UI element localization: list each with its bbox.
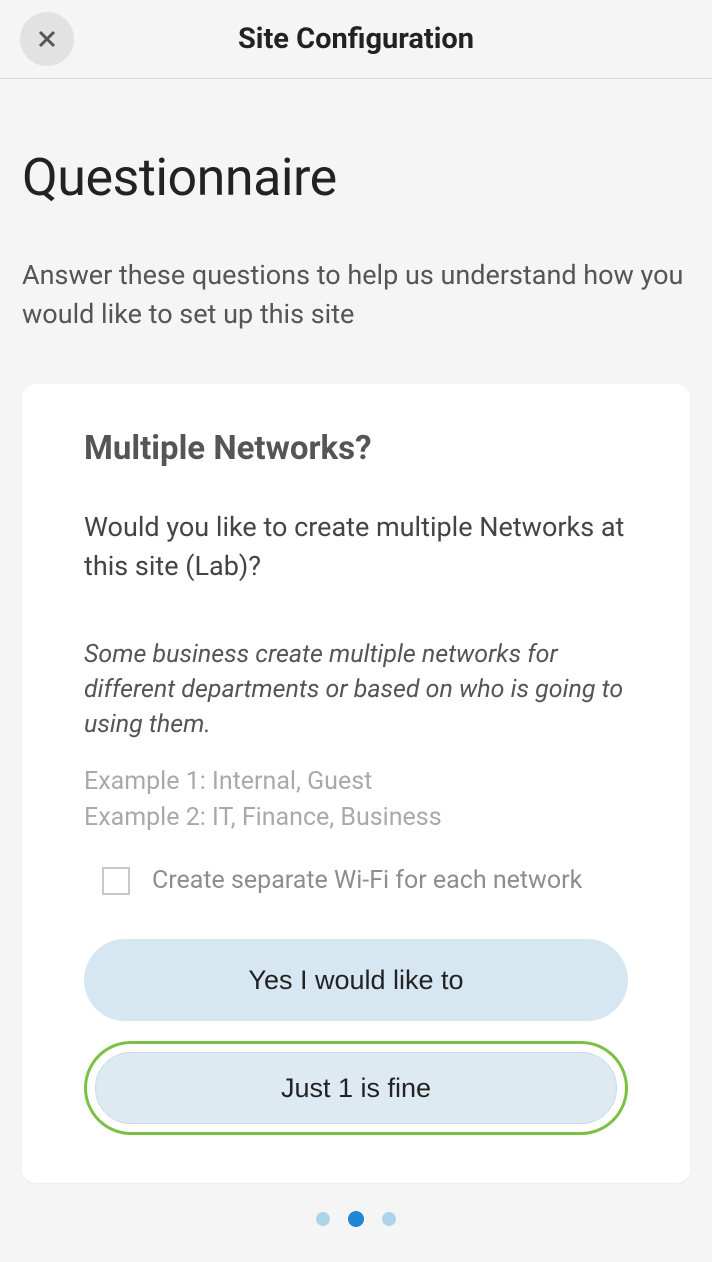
selected-highlight: Just 1 is fine	[84, 1041, 628, 1135]
content-area: Questionnaire Answer these questions to …	[0, 147, 712, 1227]
checkbox-row: Create separate Wi-Fi for each network	[84, 866, 628, 895]
header-title: Site Configuration	[238, 22, 474, 56]
card-hint: Some business create multiple networks f…	[84, 637, 628, 742]
modal-header: Site Configuration	[0, 0, 712, 79]
card-examples: Example 1: Internal, Guest Example 2: IT…	[84, 764, 628, 837]
card-question: Would you like to create multiple Networ…	[84, 508, 628, 586]
card-title: Multiple Networks?	[84, 429, 628, 468]
page-indicator	[22, 1211, 690, 1227]
page-subtitle: Answer these questions to help us unders…	[22, 256, 690, 334]
checkbox-label: Create separate Wi-Fi for each network	[152, 866, 582, 895]
example-line-1: Example 1: Internal, Guest	[84, 764, 628, 800]
close-icon	[35, 27, 59, 51]
button-group: Yes I would like to Just 1 is fine	[84, 939, 628, 1135]
question-card: Multiple Networks? Would you like to cre…	[22, 384, 690, 1183]
pager-dot-2[interactable]	[348, 1211, 364, 1227]
just-one-button[interactable]: Just 1 is fine	[95, 1052, 617, 1124]
pager-dot-1[interactable]	[316, 1212, 330, 1226]
page-title: Questionnaire	[22, 147, 690, 208]
close-button[interactable]	[20, 12, 74, 66]
yes-button[interactable]: Yes I would like to	[84, 939, 628, 1021]
separate-wifi-checkbox[interactable]	[102, 867, 130, 895]
example-line-2: Example 2: IT, Finance, Business	[84, 800, 628, 836]
pager-dot-3[interactable]	[382, 1212, 396, 1226]
